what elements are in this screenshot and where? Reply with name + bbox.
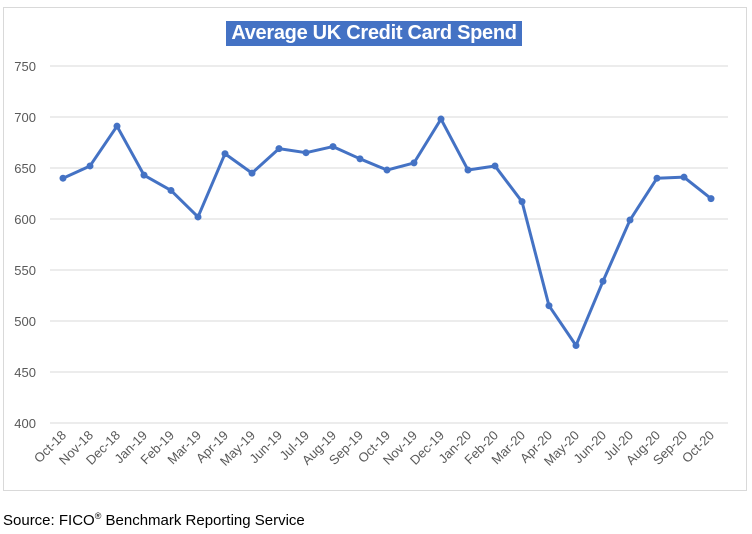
source-suffix: Benchmark Reporting Service	[101, 512, 305, 529]
data-point	[545, 302, 553, 310]
data-point	[140, 171, 148, 179]
source-prefix: Source: FICO	[3, 512, 95, 529]
y-tick-label: 450	[14, 365, 36, 380]
y-tick-label: 600	[14, 212, 36, 227]
data-point	[437, 115, 445, 123]
data-point	[653, 174, 661, 182]
y-tick-label: 400	[14, 416, 36, 431]
data-point	[221, 150, 229, 158]
data-point	[113, 122, 121, 130]
y-tick-label: 700	[14, 110, 36, 125]
data-point	[518, 198, 526, 206]
chart-title: Average UK Credit Card Spend	[226, 21, 522, 46]
data-point	[248, 169, 256, 177]
data-point	[680, 173, 688, 181]
y-tick-label: 650	[14, 161, 36, 176]
data-point	[302, 149, 310, 157]
series-line	[62, 117, 712, 347]
data-point	[329, 143, 337, 151]
data-point	[194, 213, 202, 221]
y-tick-label: 750	[14, 59, 36, 74]
data-point	[707, 195, 715, 203]
data-point	[383, 166, 391, 174]
chart-frame	[3, 7, 747, 491]
data-point	[464, 166, 472, 174]
data-point	[572, 341, 580, 349]
y-tick-label: 550	[14, 263, 36, 278]
data-point	[491, 162, 499, 170]
data-point	[626, 216, 634, 224]
data-point	[356, 155, 364, 163]
y-tick-label: 500	[14, 314, 36, 329]
data-point	[86, 162, 94, 170]
registered-mark: ®	[94, 511, 102, 521]
data-point	[275, 145, 283, 153]
source-note: Source: FICO® Benchmark Reporting Servic…	[3, 511, 305, 529]
data-point	[167, 186, 175, 194]
data-point	[410, 159, 418, 167]
data-point	[599, 277, 607, 285]
data-point	[59, 174, 67, 182]
